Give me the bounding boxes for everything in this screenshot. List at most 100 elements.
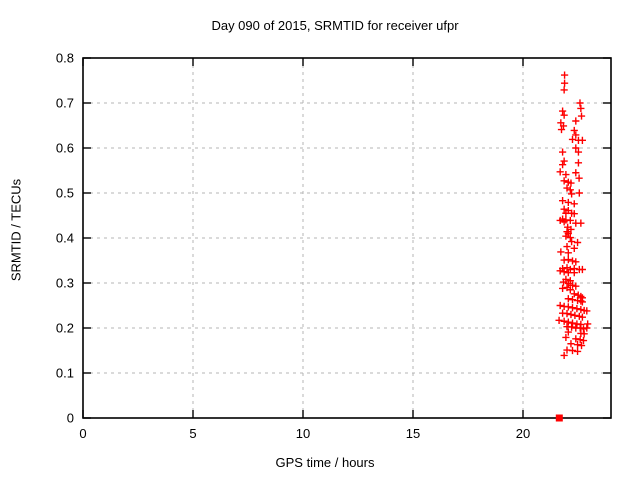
- data-points: [555, 71, 592, 422]
- data-point-plus: [578, 136, 586, 144]
- data-point-plus: [560, 268, 568, 276]
- data-point-plus: [562, 333, 570, 342]
- data-point-plus: [572, 258, 580, 266]
- data-point-plus: [570, 126, 578, 135]
- data-point-plus: [568, 346, 577, 355]
- data-point-plus: [566, 233, 574, 242]
- data-point-plus: [580, 330, 588, 338]
- data-point-plus: [557, 248, 565, 256]
- data-point-plus: [568, 281, 577, 289]
- data-point-plus: [568, 190, 576, 198]
- data-point-plus: [563, 242, 571, 251]
- data-point-plus: [578, 298, 586, 306]
- x-axis-label: GPS time / hours: [275, 455, 375, 470]
- data-point-plus: [568, 304, 577, 312]
- data-point-plus: [571, 311, 579, 319]
- x-tick-label: 15: [406, 426, 420, 441]
- data-point-plus: [576, 336, 584, 344]
- data-point-plus: [574, 159, 583, 167]
- y-tick-label: 0.3: [56, 276, 74, 291]
- x-tick-label: 0: [79, 426, 86, 441]
- data-point-plus: [564, 279, 572, 288]
- data-point-plus: [567, 310, 575, 319]
- y-tick-label: 0: [67, 411, 74, 426]
- data-point-plus: [560, 351, 568, 360]
- y-tick-label: 0.5: [56, 186, 74, 201]
- data-point-plus: [577, 341, 586, 350]
- data-point-plus: [564, 328, 572, 336]
- data-point-plus: [564, 249, 572, 257]
- data-point-plus: [570, 269, 578, 277]
- data-point-plus: [578, 313, 586, 321]
- data-point-plus: [560, 218, 568, 226]
- data-point-plus: [557, 125, 566, 134]
- data-point-plus: [570, 200, 578, 208]
- data-point-plus: [566, 186, 574, 194]
- data-point-plus: [577, 112, 586, 120]
- data-point-plus: [570, 210, 578, 218]
- y-tick-label: 0.8: [56, 51, 74, 66]
- data-point-plus: [564, 198, 572, 207]
- data-point-plus: [583, 307, 591, 315]
- y-tick-label: 0.6: [56, 141, 74, 156]
- data-point-plus: [577, 219, 585, 227]
- data-point-plus: [579, 337, 588, 345]
- data-point-plus: [566, 286, 574, 294]
- data-point-plus: [567, 340, 575, 348]
- data-point-plus: [573, 347, 582, 355]
- data-point-plus: [555, 316, 563, 324]
- data-point-plus: [559, 197, 567, 205]
- data-point-plus: [577, 305, 585, 314]
- y-axis-label: SRMTID / TECUs: [8, 178, 24, 282]
- data-point-plus: [576, 99, 584, 107]
- data-point-plus: [568, 257, 577, 265]
- data-point-plus: [560, 177, 568, 185]
- data-point-plus: [575, 174, 583, 182]
- data-point-plus: [573, 341, 582, 349]
- data-point-plus: [584, 320, 592, 328]
- data-point-plus: [559, 148, 567, 156]
- data-point-plus: [568, 135, 577, 144]
- data-point-plus: [560, 317, 568, 325]
- data-point-plus: [573, 305, 581, 313]
- data-point-plus: [560, 71, 569, 79]
- tick-labels: 0 5 10 15 20 0 0.1 0.2 0.3 0.4 0.5 0.6 0.7 0.8: [56, 51, 530, 442]
- data-point-plus: [572, 117, 580, 125]
- x-tick-label: 20: [516, 426, 530, 441]
- data-point-plus: [559, 284, 567, 292]
- data-point-plus: [559, 107, 567, 115]
- data-point-plus: [577, 104, 585, 112]
- data-point-plus: [560, 111, 568, 119]
- data-point-plus: [564, 318, 572, 326]
- data-point-plus: [556, 267, 564, 275]
- data-point-plus: [564, 303, 572, 311]
- data-point-plus: [560, 205, 568, 213]
- data-point-plus: [556, 301, 564, 310]
- data-point-plus: [567, 225, 575, 234]
- data-point-plus: [559, 278, 568, 286]
- data-point-plus: [564, 256, 572, 264]
- data-point-plus: [572, 335, 580, 343]
- data-point-plus: [572, 131, 580, 139]
- data-point-plus: [556, 216, 564, 225]
- data-point-square: [555, 414, 563, 422]
- data-point-plus: [562, 232, 570, 240]
- data-point-plus: [563, 310, 571, 318]
- grid-lines: [82, 57, 611, 419]
- axis-ticks: [82, 57, 611, 419]
- x-tick-label: 5: [189, 426, 196, 441]
- data-point-plus: [556, 168, 564, 176]
- data-point-plus: [568, 319, 577, 327]
- data-point-plus: [560, 79, 569, 87]
- data-point-plus: [559, 161, 567, 169]
- y-tick-label: 0.1: [56, 366, 74, 381]
- data-point-plus: [560, 86, 568, 94]
- data-point-plus: [560, 157, 568, 165]
- x-tick-label: 10: [296, 426, 310, 441]
- data-point-plus: [570, 290, 578, 298]
- y-tick-label: 0.2: [56, 321, 74, 336]
- data-point-plus: [572, 282, 580, 290]
- data-point-plus: [562, 170, 570, 179]
